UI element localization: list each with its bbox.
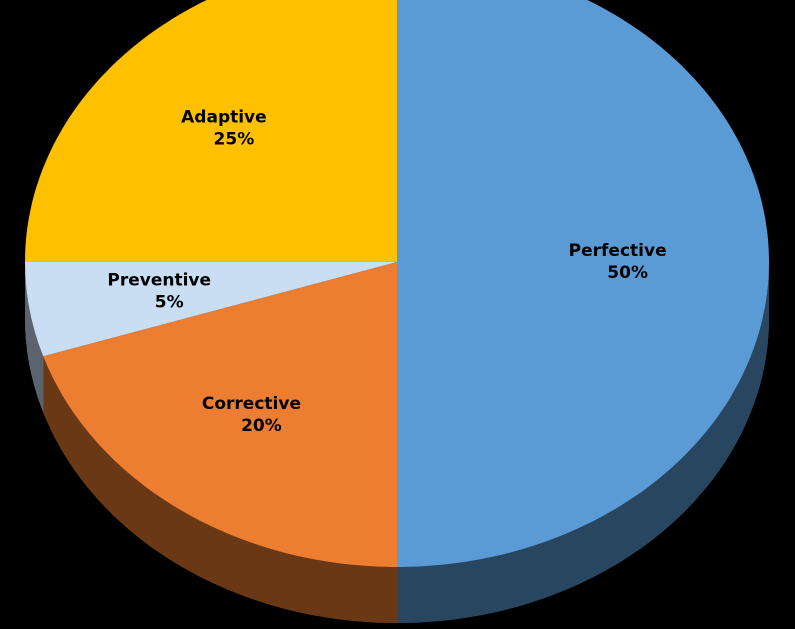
- slice-value-label: 20%: [241, 416, 282, 436]
- slice-side-shade: [397, 262, 769, 623]
- slice-side-shade: [25, 262, 44, 413]
- slice: [25, 0, 397, 262]
- slice-name: Corrective: [202, 394, 301, 414]
- slice: [397, 0, 769, 567]
- slice: [43, 262, 397, 567]
- slice-name: Perfective: [569, 241, 667, 261]
- slice-value-label: 50%: [607, 263, 648, 283]
- slice-name: Adaptive: [181, 107, 267, 127]
- slice-side-shade: [43, 356, 397, 623]
- slice-value-label: 5%: [155, 293, 184, 313]
- slice-value-label: 25%: [214, 129, 255, 149]
- slice: [25, 262, 397, 357]
- slice-name: Preventive: [107, 271, 211, 291]
